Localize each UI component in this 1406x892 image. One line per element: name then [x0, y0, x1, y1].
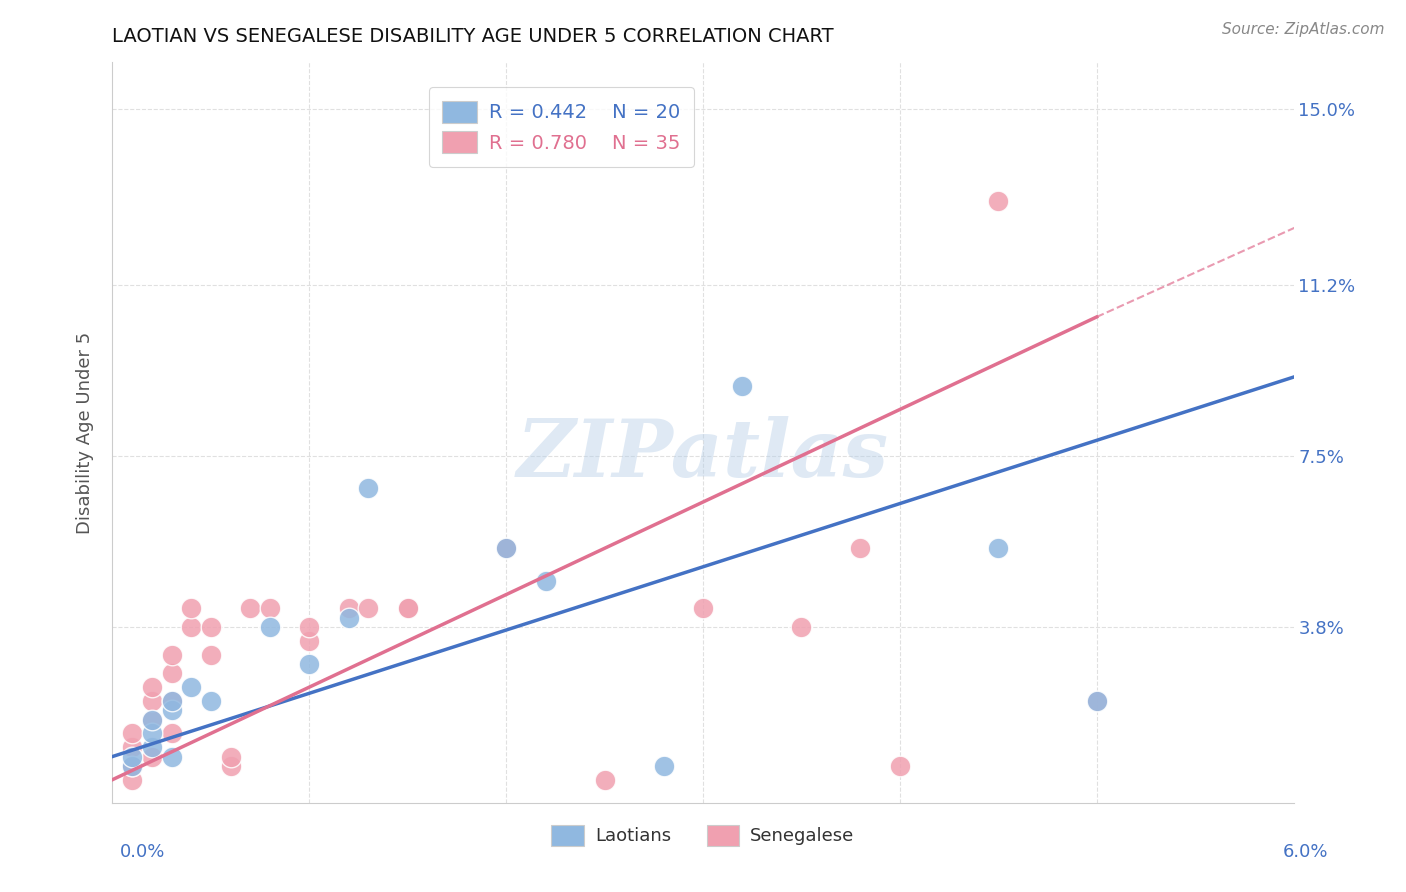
Point [495, 541, 517, 556]
Point [141, 740, 163, 755]
Point [180, 620, 202, 634]
Point [987, 194, 1010, 209]
Point [337, 610, 360, 624]
Point [160, 694, 183, 708]
Point [495, 541, 517, 556]
Point [180, 601, 202, 615]
Point [121, 758, 143, 772]
Point [259, 601, 281, 615]
Point [219, 758, 242, 772]
Point [160, 648, 183, 662]
Point [141, 726, 163, 740]
Text: ZIPatlas: ZIPatlas [517, 416, 889, 493]
Point [396, 601, 419, 615]
Point [160, 749, 183, 764]
Point [160, 694, 183, 708]
Point [121, 749, 143, 764]
Point [160, 726, 183, 740]
Point [357, 481, 380, 495]
Point [141, 680, 163, 694]
Point [219, 749, 242, 764]
Point [849, 541, 872, 556]
Point [889, 758, 911, 772]
Point [141, 749, 163, 764]
Point [200, 620, 222, 634]
Point [987, 541, 1010, 556]
Text: 6.0%: 6.0% [1284, 843, 1329, 861]
Point [141, 694, 163, 708]
Point [121, 772, 143, 787]
Point [1085, 694, 1108, 708]
Point [259, 620, 281, 634]
Point [652, 758, 675, 772]
Point [180, 680, 202, 694]
Point [731, 379, 754, 393]
Point [200, 694, 222, 708]
Text: LAOTIAN VS SENEGALESE DISABILITY AGE UNDER 5 CORRELATION CHART: LAOTIAN VS SENEGALESE DISABILITY AGE UND… [112, 27, 834, 45]
Point [298, 633, 321, 648]
Point [593, 772, 616, 787]
Point [1085, 694, 1108, 708]
Point [141, 713, 163, 727]
Point [692, 601, 714, 615]
Point [160, 666, 183, 681]
Point [121, 726, 143, 740]
Text: 0.0%: 0.0% [120, 843, 165, 861]
Point [200, 648, 222, 662]
Text: Source: ZipAtlas.com: Source: ZipAtlas.com [1222, 22, 1385, 37]
Legend: Laotians, Senegalese: Laotians, Senegalese [544, 818, 862, 853]
Point [121, 758, 143, 772]
Point [396, 601, 419, 615]
Point [141, 713, 163, 727]
Point [298, 657, 321, 671]
Point [790, 620, 813, 634]
Point [239, 601, 262, 615]
Point [534, 574, 557, 588]
Point [298, 620, 321, 634]
Point [121, 740, 143, 755]
Point [495, 541, 517, 556]
Y-axis label: Disability Age Under 5: Disability Age Under 5 [76, 332, 94, 533]
Point [337, 601, 360, 615]
Point [160, 703, 183, 717]
Point [357, 601, 380, 615]
